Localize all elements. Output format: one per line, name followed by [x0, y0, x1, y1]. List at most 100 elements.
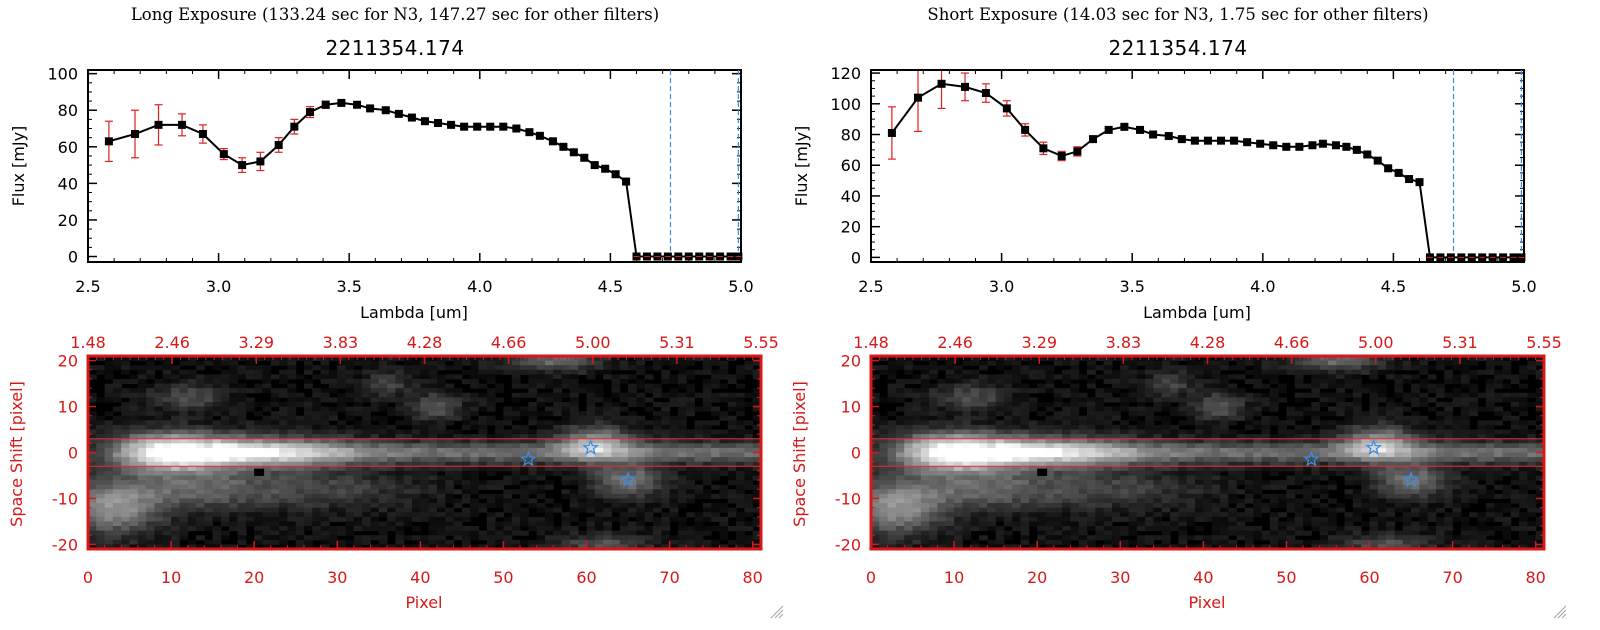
long-image-pixel [237, 503, 247, 509]
long-image-pixel [312, 438, 322, 444]
long-image-pixel [611, 470, 621, 476]
long-image-pixel [578, 388, 588, 394]
short-image-pixel [954, 493, 963, 499]
long-image-pixel [420, 378, 430, 385]
long-image-pixel [403, 544, 413, 550]
short-image-pixel [1136, 388, 1146, 394]
short-image-pixel [962, 480, 972, 486]
long-image-pixel [254, 411, 263, 417]
short-image-pixel [1087, 512, 1096, 518]
long-image-pixel [744, 512, 754, 518]
long-image-pixel [362, 388, 371, 394]
long-image-pixel [661, 392, 671, 398]
long-image-pixel [270, 447, 280, 453]
long-image-pixel [337, 374, 347, 380]
short-image-pixel [1003, 466, 1013, 472]
long-image-pixel [503, 466, 513, 472]
long-image-pixel [436, 539, 446, 545]
long-image-pixel [628, 383, 637, 389]
short-image-pixel [1003, 434, 1013, 440]
long-image-pixel [254, 365, 263, 371]
long-xtick-label: 60 [576, 568, 596, 587]
short-image-pixel [979, 503, 988, 509]
short-image-pixel [1078, 498, 1088, 504]
long-image-pixel [204, 466, 214, 472]
short-image-pixel [1103, 424, 1113, 431]
long-image-pixel [536, 516, 546, 522]
long-image-pixel [669, 484, 679, 490]
short-image-pixel [1111, 388, 1121, 394]
long-image-pixel [461, 438, 471, 444]
short-image-pixel [895, 544, 905, 550]
long-image-pixel [677, 383, 687, 389]
long-image-pixel [162, 516, 172, 522]
short-image-pixel [970, 447, 980, 453]
long-image-pixel [88, 544, 97, 550]
long-image-pixel [495, 530, 504, 536]
long-image-pixel [312, 461, 322, 467]
long-image-pixel [88, 480, 97, 486]
long-image-pixel [569, 516, 579, 522]
short-image-pixel [895, 452, 905, 458]
long-image-pixel [652, 461, 662, 467]
long-image-pixel [395, 457, 405, 463]
long-image-pixel [370, 521, 380, 527]
long-image-pixel [528, 406, 538, 412]
long-image-pixel [353, 406, 363, 412]
long-image-pixel [220, 452, 230, 458]
long-image-pixel [362, 411, 371, 417]
long-image-pixel [395, 498, 405, 504]
long-image-pixel [661, 493, 671, 499]
long-data-point [548, 137, 557, 146]
long-image-pixel [669, 392, 679, 398]
long-image-pixel [378, 535, 388, 541]
short-image-pixel [1028, 420, 1038, 426]
long-image-pixel [652, 424, 662, 431]
short-image-pixel [962, 470, 972, 476]
long-image-pixel [661, 530, 671, 536]
long-image-pixel [312, 424, 322, 431]
long-image-pixel [561, 470, 571, 476]
short-image-pixel [1087, 526, 1096, 532]
long-image-pixel [212, 461, 222, 467]
long-image-pixel [711, 539, 720, 545]
short-image-pixel [1028, 503, 1038, 509]
short-image-pixel [1020, 397, 1030, 403]
short-image-pixel [962, 401, 972, 408]
long-image-pixel [669, 420, 679, 426]
long-image-pixel [619, 516, 629, 522]
long-image-pixel [702, 539, 712, 545]
long-image-pixel [445, 470, 455, 476]
long-image-pixel [486, 470, 496, 476]
long-image-pixel [245, 447, 255, 453]
short-image-pixel [1053, 374, 1063, 380]
long-image-pixel [353, 507, 363, 513]
long-image-pixel [752, 521, 762, 527]
long-image-pixel [279, 493, 288, 499]
long-image-pixel [395, 438, 405, 444]
long-image-pixel [171, 521, 180, 527]
long-image-pixel [237, 438, 247, 444]
long-image-pixel [478, 447, 488, 453]
long-image-pixel [121, 526, 131, 532]
long-image-pixel [569, 457, 579, 463]
short-image-pixel [1012, 356, 1022, 362]
long-image-pixel [378, 443, 388, 449]
long-image-pixel [104, 493, 114, 499]
resize-grip-icon[interactable] [770, 605, 784, 619]
short-image-pixel [1145, 411, 1154, 417]
long-image-pixel [345, 493, 355, 499]
long-image-pixel [636, 544, 646, 550]
long-image-pixel [196, 475, 205, 481]
long-image-pixel [694, 420, 704, 426]
short-image-pixel [954, 392, 963, 398]
long-image-pixel [279, 489, 288, 495]
short-image-pixel [895, 526, 905, 532]
short-image-pixel [912, 489, 922, 495]
long-image-pixel [511, 503, 521, 509]
short-image-pixel [1136, 406, 1146, 412]
long-image-pixel [727, 447, 737, 453]
short-image-pixel [1037, 484, 1046, 490]
long-image-pixel [428, 383, 438, 389]
long-image-pixel [586, 526, 596, 532]
